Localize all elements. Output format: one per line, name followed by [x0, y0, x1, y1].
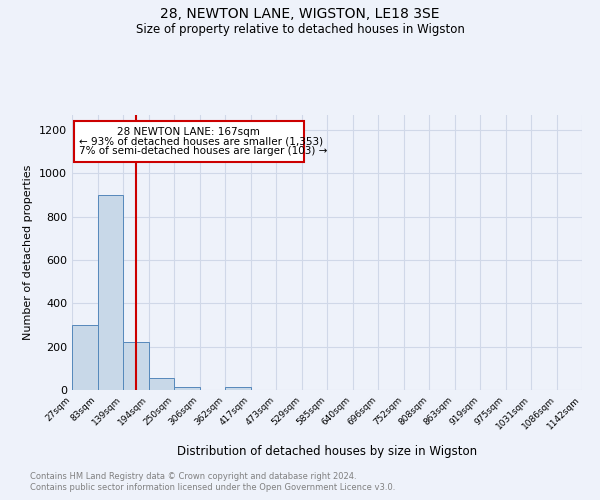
Text: ← 93% of detached houses are smaller (1,353): ← 93% of detached houses are smaller (1,…	[79, 136, 323, 146]
FancyBboxPatch shape	[74, 122, 304, 162]
Bar	[149, 378, 174, 390]
Bar	[225, 388, 251, 390]
Text: 28, NEWTON LANE, WIGSTON, LE18 3SE: 28, NEWTON LANE, WIGSTON, LE18 3SE	[160, 8, 440, 22]
Bar	[123, 342, 149, 390]
Text: Size of property relative to detached houses in Wigston: Size of property relative to detached ho…	[136, 22, 464, 36]
Text: Contains HM Land Registry data © Crown copyright and database right 2024.: Contains HM Land Registry data © Crown c…	[30, 472, 356, 481]
Y-axis label: Number of detached properties: Number of detached properties	[23, 165, 34, 340]
Text: 28 NEWTON LANE: 167sqm: 28 NEWTON LANE: 167sqm	[118, 127, 260, 137]
Bar	[72, 325, 97, 390]
Text: 7% of semi-detached houses are larger (103) →: 7% of semi-detached houses are larger (1…	[79, 146, 328, 156]
Bar	[97, 195, 123, 390]
Text: Distribution of detached houses by size in Wigston: Distribution of detached houses by size …	[177, 444, 477, 458]
Text: Contains public sector information licensed under the Open Government Licence v3: Contains public sector information licen…	[30, 484, 395, 492]
Bar	[174, 388, 199, 390]
